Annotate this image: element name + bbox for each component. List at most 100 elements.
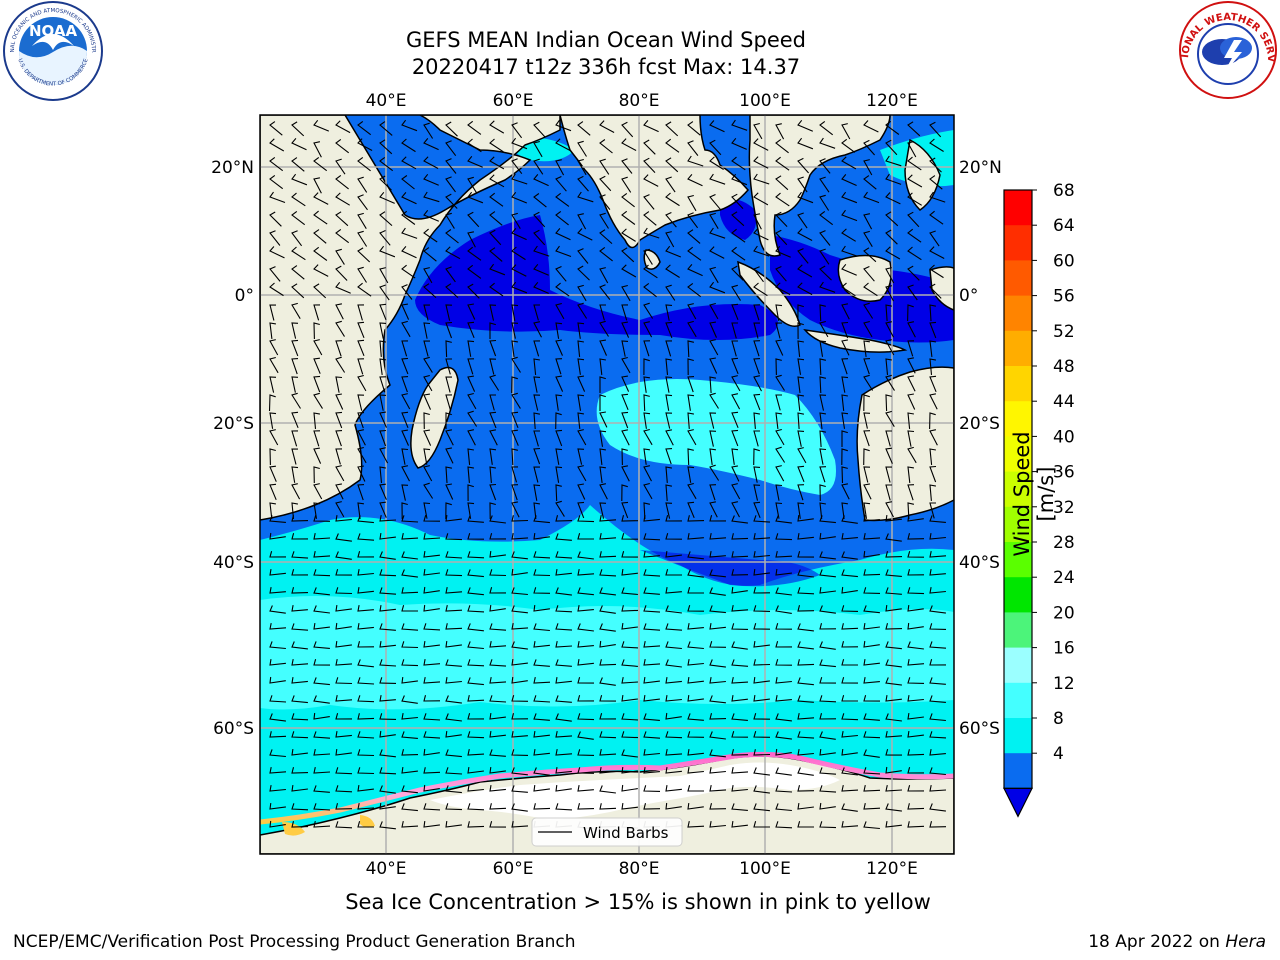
wind-barb bbox=[489, 429, 498, 446]
footer-host: Hera bbox=[1225, 932, 1266, 952]
wind-barb bbox=[863, 659, 880, 666]
wind-barb bbox=[929, 731, 947, 739]
wind-barb bbox=[577, 587, 594, 596]
wind-barb bbox=[467, 429, 476, 446]
wind-barb bbox=[621, 515, 639, 522]
wind-barb bbox=[335, 448, 343, 465]
wind-barb bbox=[841, 803, 858, 812]
wind-barb bbox=[797, 412, 805, 430]
wind-barb bbox=[863, 120, 879, 133]
wind-barb bbox=[599, 766, 616, 774]
wind-barb bbox=[731, 501, 740, 518]
wind-barb bbox=[489, 587, 507, 594]
colorbar-label: Wind Speed [m/s] bbox=[1010, 431, 1058, 557]
wind-barb bbox=[929, 803, 946, 812]
wind-barb bbox=[599, 229, 613, 245]
wind-barb bbox=[797, 695, 814, 703]
wind-barb bbox=[665, 429, 674, 446]
bottom-lon-label: 60°E bbox=[493, 859, 534, 879]
wind-barb bbox=[775, 803, 792, 812]
wind-barb bbox=[819, 158, 831, 174]
borneo-land bbox=[837, 254, 892, 302]
wind-barb bbox=[907, 446, 917, 464]
wind-barb bbox=[313, 623, 330, 630]
wind-barb bbox=[819, 515, 836, 524]
wind-barb bbox=[643, 174, 659, 187]
wind-barb bbox=[555, 282, 570, 297]
left-lat-label: 20°N bbox=[211, 158, 254, 178]
wind-barb bbox=[841, 448, 848, 466]
wind-barb bbox=[863, 550, 880, 558]
wind-barb bbox=[269, 766, 287, 774]
wind-barb bbox=[819, 210, 834, 226]
wind-barb bbox=[269, 304, 277, 321]
wind-barb bbox=[577, 213, 587, 230]
wind-barb bbox=[379, 821, 396, 830]
wind-barb bbox=[797, 157, 810, 174]
wind-barb bbox=[489, 374, 500, 391]
wind-barb bbox=[445, 304, 453, 321]
wind-barb bbox=[423, 448, 431, 465]
wind-barb bbox=[401, 357, 409, 375]
wind-barb bbox=[423, 767, 441, 774]
wind-barb bbox=[379, 121, 393, 136]
wind-barb bbox=[665, 605, 682, 614]
wind-barb bbox=[445, 229, 459, 244]
wind-barb bbox=[709, 281, 726, 294]
wind-barb bbox=[863, 749, 880, 758]
wind-barb bbox=[929, 157, 942, 173]
wind-barb bbox=[709, 820, 726, 828]
wind-barb bbox=[335, 767, 353, 775]
wind-barb bbox=[511, 641, 528, 650]
wind-barb bbox=[291, 658, 309, 666]
wind-barb bbox=[731, 228, 746, 243]
wind-barb bbox=[621, 284, 631, 302]
wind-barb bbox=[489, 120, 505, 134]
wind-barb bbox=[841, 282, 856, 297]
wind-barb bbox=[907, 695, 924, 702]
wind-barb bbox=[577, 568, 595, 576]
wind-barb bbox=[313, 550, 331, 558]
wind-barb bbox=[643, 502, 651, 520]
right-lat-label: 60°S bbox=[959, 719, 1000, 739]
wind-barb bbox=[665, 641, 682, 650]
wind-barb bbox=[511, 212, 521, 229]
wind-barb bbox=[621, 551, 639, 558]
colorbar-tick-label: 20 bbox=[1053, 603, 1075, 623]
wind-barb bbox=[753, 515, 771, 523]
wind-barb bbox=[621, 304, 629, 321]
wind-barb bbox=[753, 358, 761, 375]
nws-logo: NATIONAL WEATHER SERVICE bbox=[1178, 0, 1277, 99]
wind-barb bbox=[819, 358, 827, 376]
wind-barb bbox=[577, 604, 594, 612]
south-deep-blue-band bbox=[640, 550, 820, 587]
wind-barb bbox=[731, 604, 749, 612]
wind-barb bbox=[335, 569, 353, 576]
wind-barb bbox=[423, 122, 434, 139]
wind-barb bbox=[643, 785, 661, 792]
wind-barb bbox=[753, 213, 762, 230]
map-title-line1: GEFS MEAN Indian Ocean Wind Speed bbox=[405, 28, 807, 52]
wind-barb bbox=[753, 532, 771, 540]
wind-barb bbox=[511, 356, 521, 373]
wind-barb bbox=[467, 303, 476, 320]
wind-barb bbox=[863, 247, 877, 263]
wind-barb bbox=[489, 502, 496, 520]
wind-barb bbox=[885, 766, 902, 774]
wind-barb bbox=[687, 174, 703, 187]
wind-barb bbox=[665, 502, 673, 519]
wind-barb bbox=[599, 713, 617, 720]
wind-barb bbox=[753, 245, 770, 257]
wind-barb bbox=[313, 392, 323, 409]
wind-barb bbox=[577, 228, 593, 241]
wind-barb bbox=[665, 138, 680, 153]
wind-barb bbox=[423, 502, 431, 519]
wind-barb bbox=[489, 394, 496, 411]
wind-barb bbox=[687, 482, 697, 500]
colorbar-segment bbox=[1004, 682, 1032, 719]
wind-barb bbox=[885, 339, 895, 356]
wind-barb bbox=[357, 802, 375, 810]
wind-barb bbox=[577, 158, 587, 176]
wind-barb bbox=[929, 138, 944, 152]
wind-barb bbox=[423, 356, 433, 373]
